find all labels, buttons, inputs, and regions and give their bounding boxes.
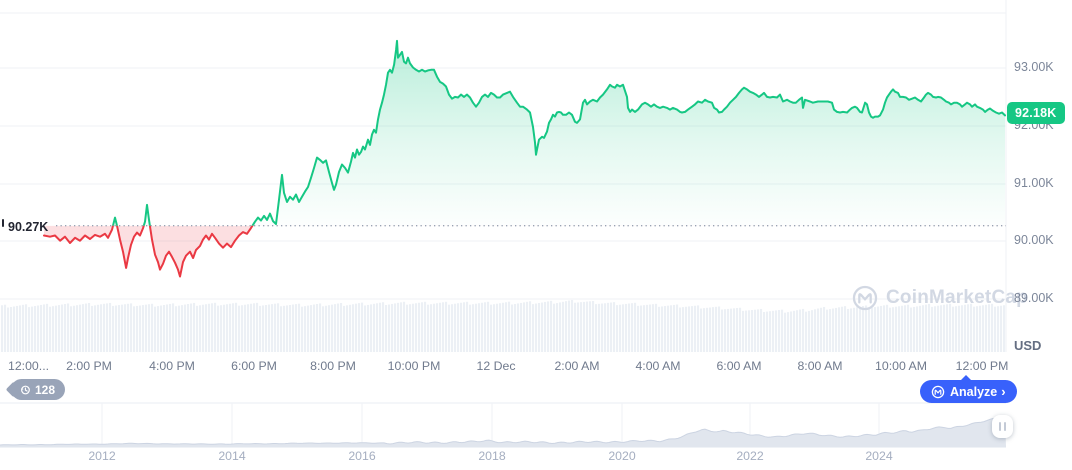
- y-tick-label: 93.00K: [1014, 60, 1054, 74]
- x-tick-label: 12:00 PM: [955, 359, 1009, 373]
- minimap-year-label: 2012: [88, 449, 116, 463]
- y-tick-label: 89.00K: [1014, 291, 1054, 305]
- x-tick-label: 10:00 PM: [387, 359, 441, 373]
- history-count-badge[interactable]: 128: [11, 379, 66, 400]
- minimap-year-labels: 2012 2014 2016 2018 2020 2022 2024: [0, 449, 1006, 465]
- x-axis: 12:00... 2:00 PM 4:00 PM 6:00 PM 8:00 PM 10:0…: [0, 359, 1009, 375]
- coinmarketcap-watermark-text: CoinMarketCap: [886, 287, 1028, 308]
- x-tick-label: 10:00 AM: [875, 359, 927, 373]
- minimap-year-label: 2022: [736, 449, 764, 463]
- x-tick-label: 4:00 PM: [149, 359, 195, 373]
- coinmarketcap-logo-icon: [931, 385, 945, 398]
- clock-history-icon: [21, 385, 30, 394]
- minimap-year-label: 2016: [348, 449, 376, 463]
- x-tick-label: 8:00 AM: [797, 359, 843, 373]
- y-axis-currency: USD: [1014, 338, 1042, 353]
- analyze-button[interactable]: Analyze ›: [920, 375, 1017, 403]
- y-axis: USD 93.00K 92.00K 91.00K 90.00K 89.00K: [1006, 0, 1072, 353]
- minimap-drag-handle-icon[interactable]: [992, 415, 1013, 438]
- x-tick-label: 12:00...: [8, 359, 50, 373]
- x-tick-label: 6:00 AM: [716, 359, 762, 373]
- x-tick-label: 2:00 PM: [66, 359, 112, 373]
- history-count: 128: [35, 382, 56, 397]
- minimap-brush-area[interactable]: [0, 403, 1006, 447]
- current-price-badge: 92.18K: [1007, 102, 1065, 124]
- chevron-right-icon: ›: [1001, 384, 1006, 399]
- minimap-year-label: 2024: [865, 449, 893, 463]
- minimap-year-label: 2018: [478, 449, 506, 463]
- analyze-button-label: Analyze: [950, 384, 998, 399]
- y-tick-label: 91.00K: [1014, 176, 1054, 190]
- coinmarketcap-watermark-icon: [852, 285, 878, 311]
- x-tick-label: 6:00 PM: [231, 359, 277, 373]
- minimap-year-label: 2020: [608, 449, 636, 463]
- prev-close-tick-mark: [2, 219, 4, 227]
- minimap-year-label: 2014: [218, 449, 246, 463]
- x-tick-label: 8:00 PM: [310, 359, 356, 373]
- x-tick-label: 2:00 AM: [554, 359, 600, 373]
- prev-close-label: 90.27K: [8, 220, 49, 234]
- y-tick-label: 90.00K: [1014, 233, 1054, 247]
- x-tick-label: 4:00 AM: [635, 359, 681, 373]
- x-tick-label: 12 Dec: [476, 359, 516, 373]
- coinmarketcap-watermark: CoinMarketCap: [851, 284, 1028, 312]
